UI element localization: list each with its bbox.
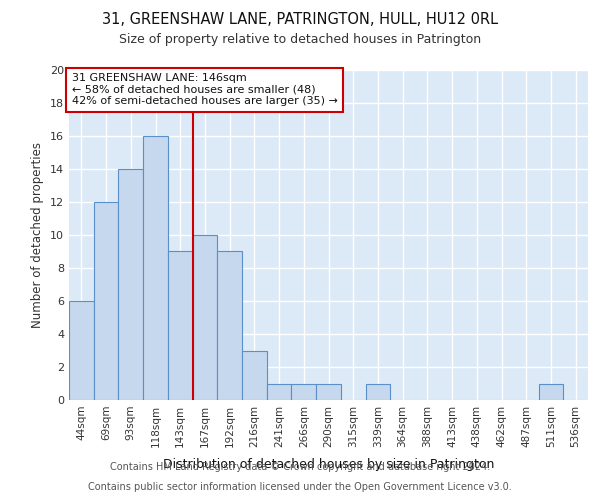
Bar: [118, 169, 143, 400]
Bar: [168, 252, 193, 400]
Text: Size of property relative to detached houses in Patrington: Size of property relative to detached ho…: [119, 32, 481, 46]
Bar: [539, 384, 563, 400]
Text: Contains public sector information licensed under the Open Government Licence v3: Contains public sector information licen…: [88, 482, 512, 492]
Bar: [316, 384, 341, 400]
Bar: [242, 350, 267, 400]
Text: 31 GREENSHAW LANE: 146sqm
← 58% of detached houses are smaller (48)
42% of semi-: 31 GREENSHAW LANE: 146sqm ← 58% of detac…: [71, 74, 337, 106]
Bar: [365, 384, 390, 400]
X-axis label: Distribution of detached houses by size in Patrington: Distribution of detached houses by size …: [163, 458, 494, 471]
Bar: [267, 384, 292, 400]
Y-axis label: Number of detached properties: Number of detached properties: [31, 142, 44, 328]
Bar: [217, 252, 242, 400]
Text: 31, GREENSHAW LANE, PATRINGTON, HULL, HU12 0RL: 31, GREENSHAW LANE, PATRINGTON, HULL, HU…: [102, 12, 498, 28]
Bar: [143, 136, 168, 400]
Text: Contains HM Land Registry data © Crown copyright and database right 2024.: Contains HM Land Registry data © Crown c…: [110, 462, 490, 472]
Bar: [193, 235, 217, 400]
Bar: [69, 301, 94, 400]
Bar: [292, 384, 316, 400]
Bar: [94, 202, 118, 400]
